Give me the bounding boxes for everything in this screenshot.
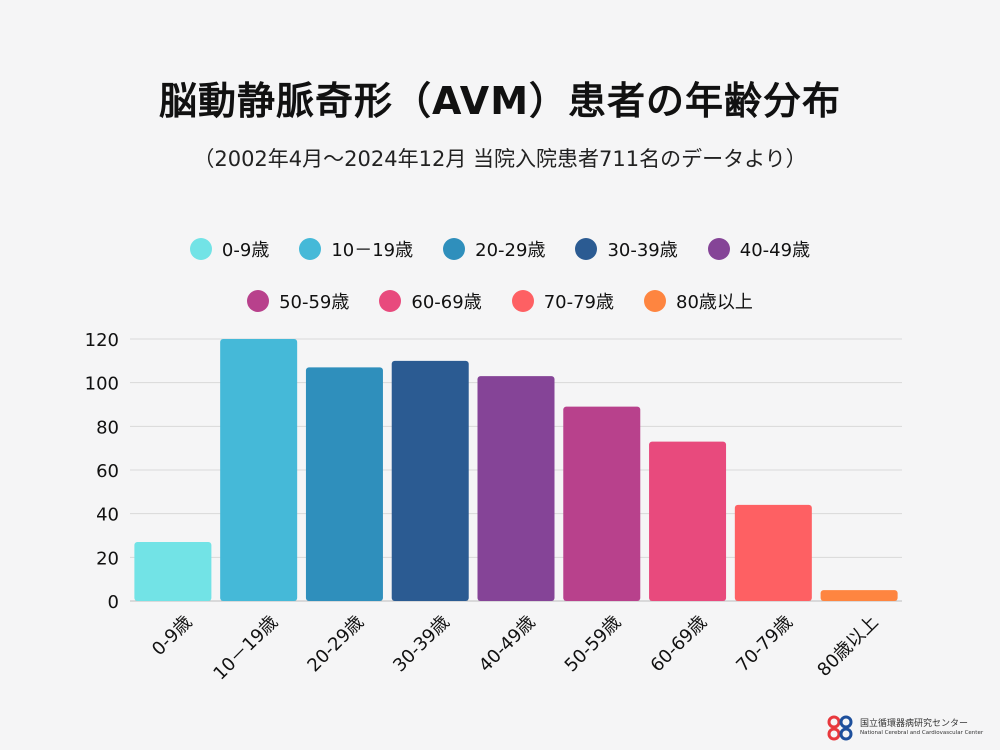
chart-subtitle: （2002年4月〜2024年12月 当院入院患者711名のデータより） <box>193 147 807 171</box>
bar <box>305 367 383 601</box>
legend-swatch <box>575 238 598 260</box>
legend-item: 80歳以上 <box>644 288 753 314</box>
legend-label: 50-59歳 <box>279 292 350 313</box>
legend-swatch <box>707 238 730 260</box>
x-tick-label: 60-69歳 <box>647 612 712 677</box>
x-tick-label: 0-9歳 <box>148 612 196 660</box>
chart-title: 脳動静脈奇形（AVM）患者の年齢分布 <box>158 79 842 123</box>
bar <box>477 376 555 601</box>
legend-item: 50-59歳 <box>247 288 349 314</box>
bar <box>734 504 812 601</box>
legend-item: 40-49歳 <box>707 236 811 262</box>
legend-label: 20-29歳 <box>475 240 546 261</box>
legend-label: 80歳以上 <box>676 292 753 313</box>
x-tick-label: 10－19歳 <box>210 612 283 685</box>
legend-row-1: 0-9歳 10－19歳 20-29歳 30-39歳 40-49歳 <box>0 236 1000 262</box>
logo-name-en: National Cerebral and Cardiovascular Cen… <box>860 729 984 736</box>
legend-item: 20-29歳 <box>443 236 545 262</box>
bar <box>134 542 212 601</box>
legend-item: 60-69歳 <box>379 288 482 314</box>
x-tick-label: 80歳以上 <box>813 612 882 681</box>
legend-swatch <box>299 238 322 260</box>
legend-swatch <box>511 290 534 312</box>
legend-swatch <box>379 290 402 312</box>
x-tick-label: 70-79歳 <box>732 612 797 677</box>
y-tick-label: 0 <box>108 592 119 613</box>
bar <box>649 441 727 601</box>
legend-label: 0-9歳 <box>221 240 270 261</box>
y-tick-label: 120 <box>85 330 119 351</box>
bar <box>563 406 641 601</box>
y-tick-label: 60 <box>96 461 119 482</box>
organization-logo: 国立循環器病研究センター National Cerebral and Cardi… <box>826 713 986 743</box>
legend-item: 30-39歳 <box>575 236 678 262</box>
y-tick-label: 80 <box>96 417 119 438</box>
x-tick-label: 40-49歳 <box>475 612 540 677</box>
legend-item: 10－19歳 <box>299 236 413 262</box>
legend-swatch <box>443 238 466 260</box>
legend-swatch <box>189 238 212 260</box>
x-tick-label: 20-29歳 <box>303 612 368 677</box>
bar <box>220 339 298 601</box>
legend-label: 70-79歳 <box>543 292 615 313</box>
x-tick-label: 50-59歳 <box>561 612 626 677</box>
y-tick-label: 40 <box>96 505 119 526</box>
legend-label: 40-49歳 <box>739 240 811 261</box>
x-tick-label: 30-39歳 <box>389 612 454 677</box>
legend-label: 30-39歳 <box>607 240 678 261</box>
legend-item: 0-9歳 <box>189 236 270 262</box>
legend-label: 10－19歳 <box>331 240 414 261</box>
legend-swatch <box>644 290 667 312</box>
y-tick-label: 20 <box>96 548 119 569</box>
legend-item: 70-79歳 <box>511 288 615 314</box>
logo-icon <box>826 714 854 742</box>
logo-name-jp: 国立循環器病研究センター <box>860 718 969 729</box>
y-tick-label: 100 <box>85 374 119 395</box>
bar <box>391 360 469 601</box>
legend-row-2: 50-59歳 60-69歳 70-79歳 80歳以上 <box>0 288 1000 314</box>
legend-label: 60-69歳 <box>411 292 482 313</box>
legend-swatch <box>247 290 270 312</box>
bar <box>820 590 898 601</box>
